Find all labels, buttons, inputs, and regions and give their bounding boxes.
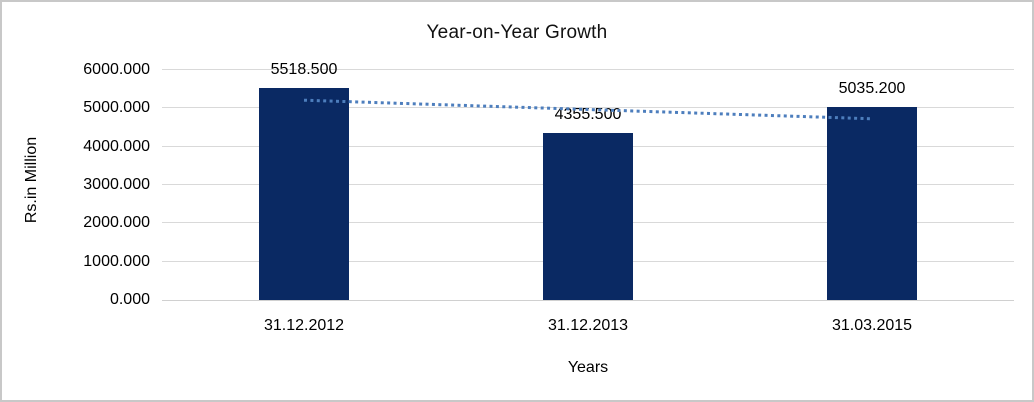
y-tick-label: 1000.000 xyxy=(83,252,150,270)
chart-title: Year-on-Year Growth xyxy=(426,22,608,43)
x-tick-label: 31.12.2012 xyxy=(263,317,345,334)
x-tick-label: 31.03.2015 xyxy=(831,317,913,334)
gridline xyxy=(162,69,1014,70)
bar-31.12.2013[interactable] xyxy=(543,133,633,300)
bar-31.03.2015[interactable] xyxy=(827,107,917,300)
bar-value-label: 5518.500 xyxy=(270,61,338,78)
y-tick-label: 6000.000 xyxy=(83,61,150,78)
x-axis-title: Years xyxy=(567,359,609,376)
bar-31.12.2012[interactable] xyxy=(259,88,349,300)
x-axis-line xyxy=(162,300,1014,301)
y-tick-label: 3000.000 xyxy=(83,176,150,193)
y-tick-label: 5000.000 xyxy=(83,99,150,117)
bar-value-label: 4355.500 xyxy=(554,106,622,123)
bar-value-label: 5035.200 xyxy=(838,80,906,97)
y-tick-label: 4000.000 xyxy=(83,137,150,155)
y-axis-title: Rs.in Million xyxy=(23,136,40,224)
plot-area xyxy=(162,69,1014,301)
y-tick-label: 0.000 xyxy=(109,291,150,308)
y-tick-label: 2000.000 xyxy=(83,214,150,232)
x-tick-label: 31.12.2013 xyxy=(547,317,629,334)
